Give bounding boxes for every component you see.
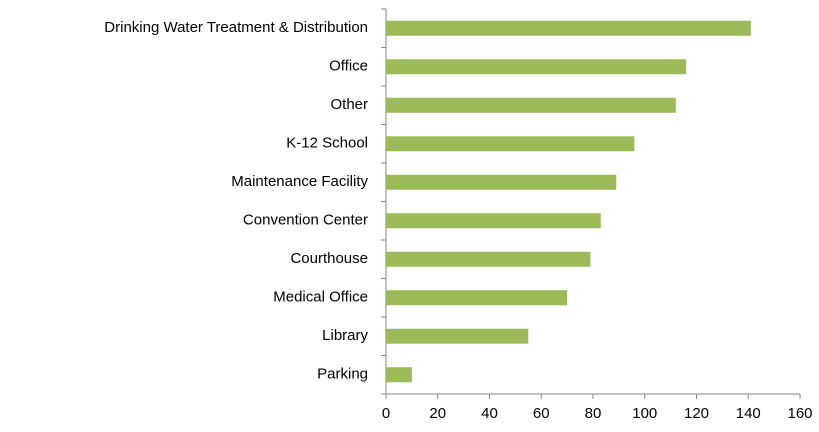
bar xyxy=(386,97,676,113)
y-tick-label: Medical Office xyxy=(273,289,368,306)
y-tick-label: K-12 School xyxy=(286,135,368,152)
x-tick-label: 100 xyxy=(632,405,657,422)
bar xyxy=(386,290,568,306)
y-tick-label: Library xyxy=(322,327,368,344)
bar xyxy=(386,251,591,267)
bar xyxy=(386,20,751,36)
bar xyxy=(386,174,617,190)
x-tick-label: 120 xyxy=(684,405,709,422)
x-tick-label: 0 xyxy=(382,405,390,422)
x-tick-label: 60 xyxy=(533,405,550,422)
x-tick-label: 160 xyxy=(787,405,812,422)
bar xyxy=(386,328,529,344)
y-tick-label: Office xyxy=(329,58,368,75)
x-tick-label: 80 xyxy=(585,405,602,422)
bar xyxy=(386,213,601,229)
x-tick-label: 20 xyxy=(429,405,446,422)
y-tick-label: Other xyxy=(330,96,368,113)
bar xyxy=(386,367,412,383)
bar xyxy=(386,59,687,75)
x-tick-label: 140 xyxy=(736,405,761,422)
y-tick-label: Maintenance Facility xyxy=(231,173,368,190)
y-tick-label: Parking xyxy=(317,366,368,383)
y-tick-label: Convention Center xyxy=(243,212,368,229)
bar xyxy=(386,136,635,152)
x-tick-label: 40 xyxy=(481,405,498,422)
y-tick-label: Courthouse xyxy=(290,250,368,267)
y-tick-label: Drinking Water Treatment & Distribution xyxy=(104,19,368,36)
